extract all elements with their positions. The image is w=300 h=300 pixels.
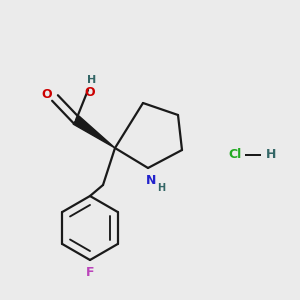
Text: Cl: Cl: [228, 148, 241, 161]
Text: H: H: [157, 183, 165, 193]
Polygon shape: [73, 116, 115, 148]
Text: F: F: [86, 266, 94, 278]
Text: N: N: [146, 175, 156, 188]
Text: O: O: [85, 85, 95, 98]
Text: H: H: [266, 148, 276, 161]
Text: H: H: [87, 75, 97, 85]
Text: O: O: [42, 88, 52, 100]
